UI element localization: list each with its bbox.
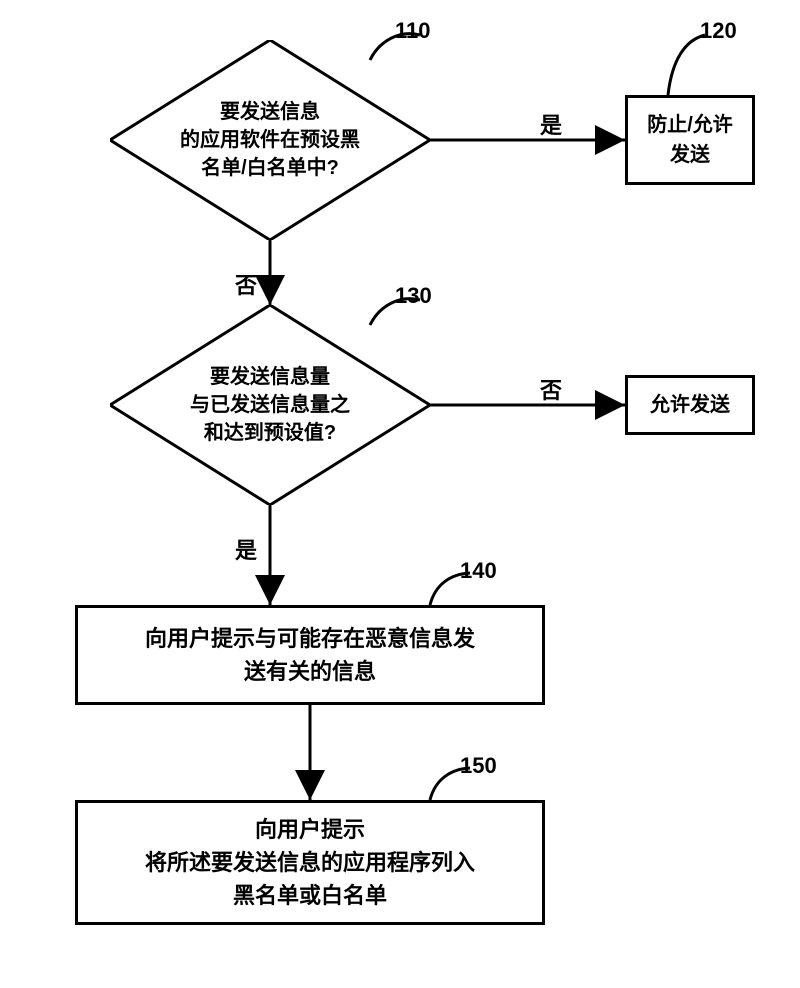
text-line: 送有关的信息 xyxy=(244,655,376,688)
callout-curve xyxy=(668,35,705,95)
text-line: 将所述要发送信息的应用程序列入 xyxy=(145,846,475,879)
decision-text: 要发送信息量与已发送信息量之和达到预设值? xyxy=(110,305,430,505)
decision-130: 要发送信息量与已发送信息量之和达到预设值? xyxy=(110,305,430,505)
text-line: 允许发送 xyxy=(650,390,730,420)
edge-label: 否 xyxy=(235,268,257,300)
text-line: 向用户提示 xyxy=(255,813,365,846)
process-r130b: 允许发送 xyxy=(625,375,755,435)
text-line: 发送 xyxy=(670,140,710,170)
text-line: 防止/允许 xyxy=(647,110,733,140)
edge-label: 是 xyxy=(540,108,562,140)
text-line: 名单/白名单中? xyxy=(201,154,339,182)
process-140: 向用户提示与可能存在恶意信息发送有关的信息 xyxy=(75,605,545,705)
node-id-label: 110 xyxy=(395,18,431,44)
text-line: 的应用软件在预设黑 xyxy=(180,126,360,154)
decision-text: 要发送信息的应用软件在预设黑名单/白名单中? xyxy=(110,40,430,240)
text-line: 和达到预设值? xyxy=(204,419,336,447)
decision-110: 要发送信息的应用软件在预设黑名单/白名单中? xyxy=(110,40,430,240)
edge-label: 是 xyxy=(235,533,257,565)
text-line: 与已发送信息量之 xyxy=(190,391,350,419)
process-120: 防止/允许发送 xyxy=(625,95,755,185)
node-id-label: 150 xyxy=(460,753,497,779)
node-id-label: 130 xyxy=(395,283,432,309)
node-id-label: 120 xyxy=(700,18,737,44)
text-line: 黑名单或白名单 xyxy=(233,879,387,912)
process-150: 向用户提示将所述要发送信息的应用程序列入黑名单或白名单 xyxy=(75,800,545,925)
text-line: 要发送信息量 xyxy=(210,363,330,391)
text-line: 向用户提示与可能存在恶意信息发 xyxy=(145,622,475,655)
text-line: 要发送信息 xyxy=(220,98,320,126)
edge-label: 否 xyxy=(540,373,562,405)
node-id-label: 140 xyxy=(460,558,497,584)
